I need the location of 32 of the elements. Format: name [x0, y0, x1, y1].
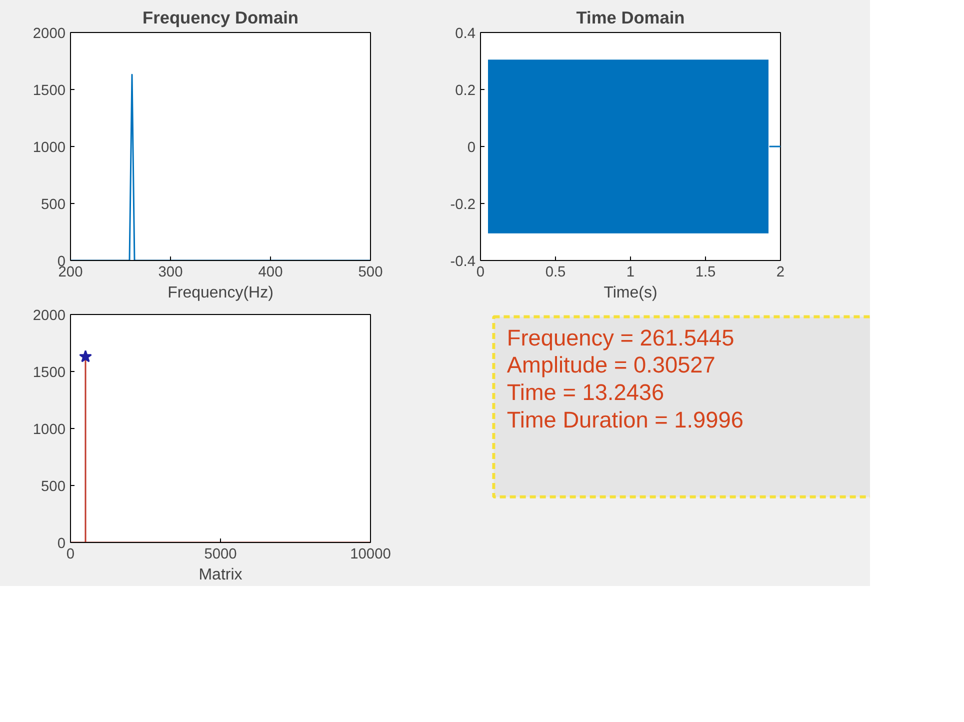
- y-tick-label: -0.4: [450, 254, 476, 270]
- x-tick-label: 1.5: [695, 264, 716, 280]
- x-tick-label: 400: [258, 264, 283, 280]
- text: Amplitude = 0.30527: [506, 352, 716, 378]
- y-tick-label: 1000: [32, 422, 66, 438]
- y-tick-label: 2000: [32, 26, 66, 42]
- x-tick-label: 10000: [350, 546, 391, 562]
- x-tick-label: 300: [158, 264, 183, 280]
- text: Time Duration = 1.9996: [506, 406, 744, 432]
- text: Frequency = 261.5445: [506, 324, 734, 350]
- y-tick-label: 1500: [32, 83, 66, 99]
- y-tick-label: -0.2: [450, 197, 476, 213]
- y-tick-label: 0.2: [455, 83, 476, 99]
- chart-title: Time Domain: [576, 8, 685, 28]
- x-tick-label: 5000: [204, 546, 237, 562]
- chart-title: Frequency Domain: [142, 8, 299, 28]
- x-tick-label: 2: [776, 264, 785, 280]
- y-tick-label: 2000: [32, 308, 66, 324]
- x-tick-label: 0.5: [545, 264, 566, 280]
- x-axis-title: Frequency(Hz): [168, 284, 274, 302]
- x-tick-label: 1: [626, 264, 635, 280]
- y-tick-label: 1000: [32, 140, 66, 156]
- x-axis-title: Time(s): [604, 284, 658, 302]
- y-tick-label: 500: [41, 479, 66, 495]
- y-tick-label: 0: [467, 140, 476, 156]
- y-tick-label: 1500: [32, 365, 66, 381]
- x-axis-title: Matrix: [198, 566, 242, 584]
- y-tick-label: 0: [57, 536, 66, 552]
- x-tick-label: 500: [358, 264, 383, 280]
- text: Time = 13.2436: [506, 379, 664, 406]
- y-tick-label: 500: [41, 197, 66, 213]
- y-tick-label: 0.4: [455, 26, 476, 42]
